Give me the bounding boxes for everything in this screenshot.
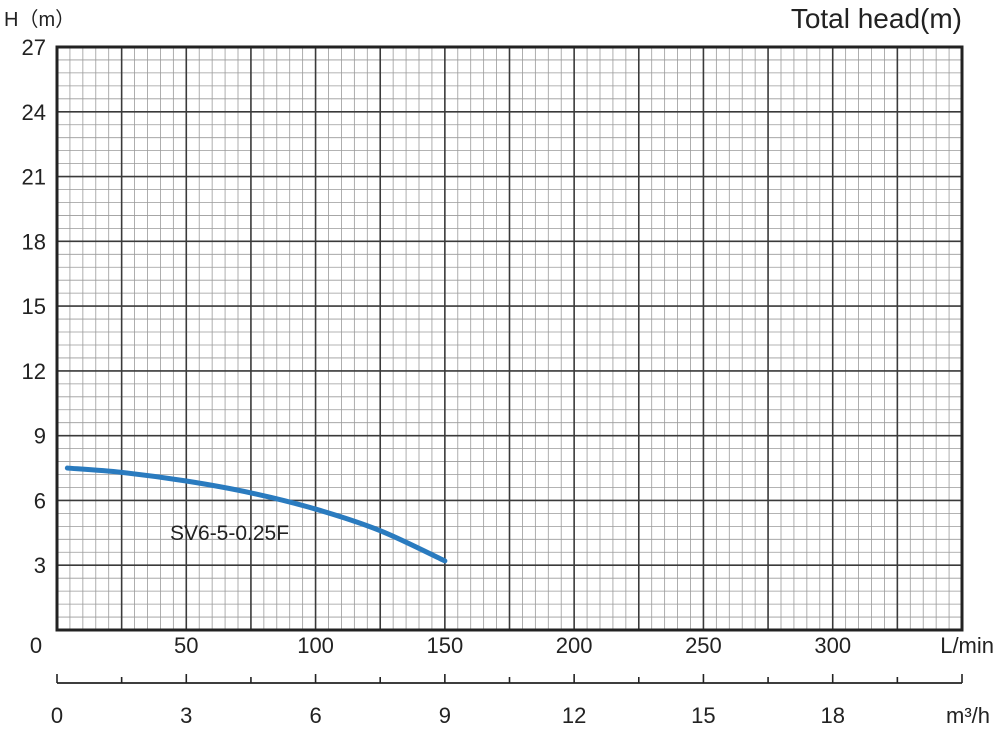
secondary-x-tick-label: 6 bbox=[309, 703, 321, 728]
y-tick-label: 15 bbox=[22, 294, 46, 319]
plot-frame bbox=[55, 45, 964, 632]
secondary-x-tick-label: 0 bbox=[51, 703, 63, 728]
series-curve-sv6-5-0-25f bbox=[64, 465, 448, 564]
x-axis-ticks: 0 50 100 150 200 250 300 bbox=[30, 633, 851, 658]
y-axis-ticks: 3 6 9 12 15 18 21 24 27 bbox=[22, 35, 46, 578]
major-grid bbox=[57, 47, 962, 630]
x-axis-label: L/min bbox=[940, 633, 994, 658]
secondary-x-tick-label: 12 bbox=[562, 703, 586, 728]
x-tick-label: 300 bbox=[814, 633, 851, 658]
y-tick-label: 12 bbox=[22, 359, 46, 384]
secondary-x-tick-label: 18 bbox=[820, 703, 844, 728]
y-axis-label: H（m） bbox=[4, 8, 75, 31]
y-tick-label: 18 bbox=[22, 229, 46, 254]
y-tick-label: 27 bbox=[22, 35, 46, 60]
secondary-x-tick-label: 15 bbox=[691, 703, 715, 728]
x-tick-label: 100 bbox=[297, 633, 334, 658]
secondary-x-axis-ticks: 0 3 6 9 12 15 18 bbox=[51, 703, 845, 728]
series-label: SV6-5-0.25F bbox=[170, 522, 289, 545]
x-tick-label: 250 bbox=[685, 633, 722, 658]
secondary-x-axis-label: m³/h bbox=[946, 703, 990, 728]
secondary-x-axis bbox=[56, 674, 963, 684]
y-tick-label: 3 bbox=[34, 553, 46, 578]
x-tick-label: 0 bbox=[30, 633, 42, 658]
x-tick-label: 150 bbox=[426, 633, 463, 658]
chart-title: Total head(m) bbox=[791, 3, 962, 34]
secondary-x-tick-label: 3 bbox=[180, 703, 192, 728]
y-tick-label: 6 bbox=[34, 488, 46, 513]
x-tick-label: 50 bbox=[174, 633, 198, 658]
x-tick-label: 200 bbox=[556, 633, 593, 658]
y-tick-label: 9 bbox=[34, 424, 46, 449]
y-tick-label: 21 bbox=[22, 165, 46, 190]
secondary-x-tick-label: 9 bbox=[439, 703, 451, 728]
y-tick-label: 24 bbox=[22, 100, 46, 125]
